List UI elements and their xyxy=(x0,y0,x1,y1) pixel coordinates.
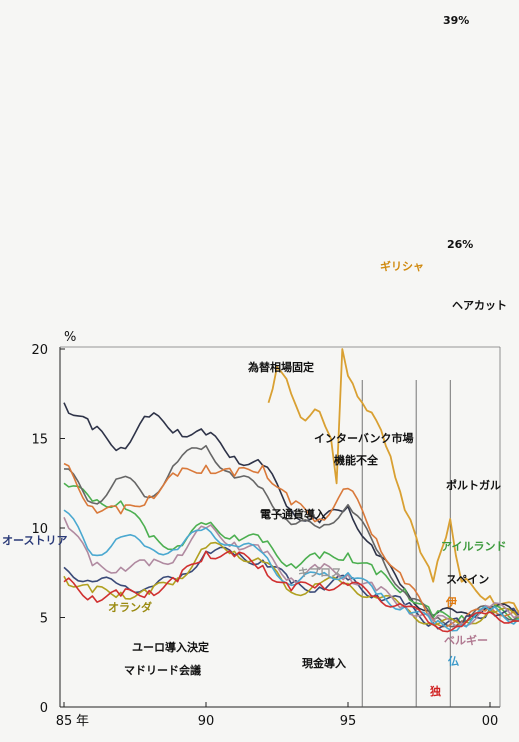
event-lines xyxy=(361,380,451,707)
series-line-6 xyxy=(63,541,519,626)
interbank2-label: 機能不全 xyxy=(334,453,379,467)
cash-label: 現金導入 xyxy=(302,656,346,670)
y-ticks: 0 5 10 15 20 xyxy=(31,343,65,716)
x-ticks: 859095000510 xyxy=(56,702,499,729)
haircut-label: ヘアカット xyxy=(452,299,507,312)
interbank-label: インターバンク市場 xyxy=(314,431,413,445)
series-label-italy: 伊 xyxy=(445,595,457,609)
series-label-germany: 独 xyxy=(429,684,441,698)
series-label-spain: スペイン xyxy=(446,573,489,586)
x-tick-label: 85 xyxy=(56,714,73,729)
series-label-austria: オーストリア xyxy=(2,534,67,547)
series-label-netherlands: オランダ xyxy=(108,600,152,614)
peak-26-label: 26% xyxy=(447,238,473,251)
electronic-label: 電子通貨導入 xyxy=(260,507,326,521)
y-tick-label: 10 xyxy=(31,522,48,537)
x-tick-label: 90 xyxy=(198,714,215,729)
x-tick-label: 95 xyxy=(340,714,357,729)
series-label-greece: ギリシャ xyxy=(380,259,424,273)
series-label-belgium: ベルギー xyxy=(444,633,488,647)
series-line-5 xyxy=(63,546,519,630)
euro-decision-label: ユーロ導入決定 xyxy=(132,640,209,654)
series-line-9 xyxy=(63,550,519,633)
series-lines xyxy=(63,348,519,633)
fx-fixed-label: 為替相場固定 xyxy=(248,360,314,374)
y-tick-label: 15 xyxy=(31,433,48,448)
y-tick-label: 0 xyxy=(40,701,48,716)
series-line-4 xyxy=(63,462,519,628)
series-line-0 xyxy=(267,348,519,613)
peak-39-label: 39% xyxy=(443,14,469,27)
y-tick-label: 5 xyxy=(40,612,48,627)
series-label-cyprus: キプロス xyxy=(298,565,342,579)
series-label-portugal: ポルトガル xyxy=(446,478,501,492)
x-tick-label: 00 xyxy=(482,714,499,729)
y-unit-label: % xyxy=(64,330,76,345)
madrid-label: マドリード会議 xyxy=(124,663,201,677)
series-label-france: 仏 xyxy=(448,655,459,668)
y-tick-label: 20 xyxy=(31,343,48,358)
series-label-ireland: アイルランド xyxy=(441,540,506,553)
series-line-1 xyxy=(63,402,519,617)
series-line-8 xyxy=(63,509,519,632)
series-line-3 xyxy=(63,444,519,628)
x-unit-label: 年 xyxy=(76,714,89,729)
